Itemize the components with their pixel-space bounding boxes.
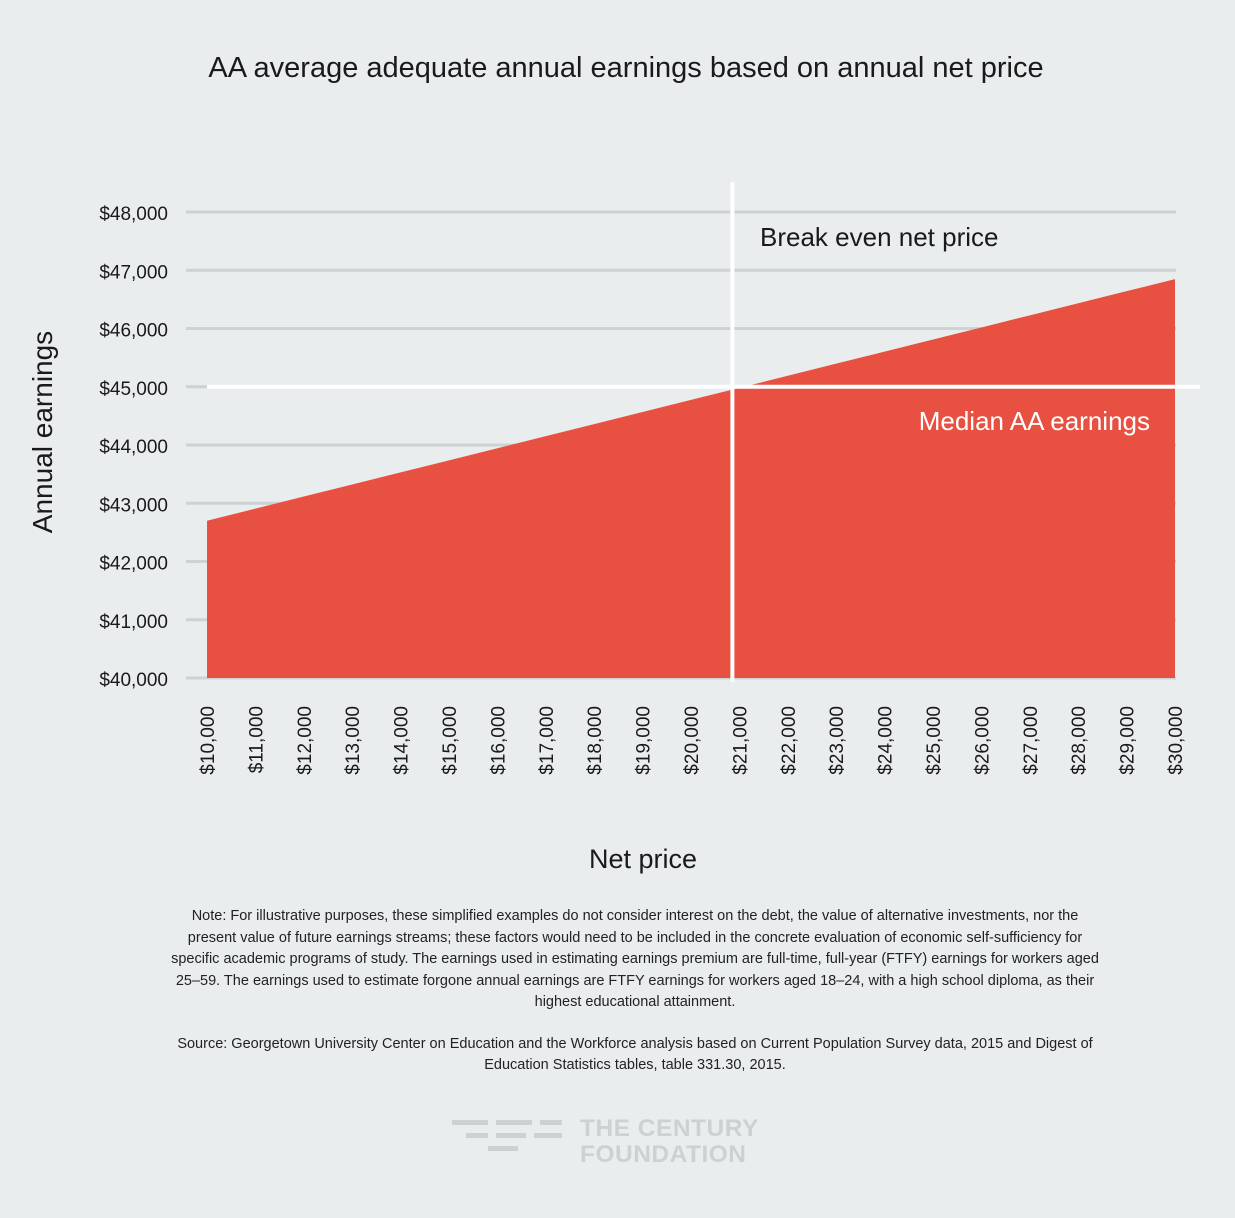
- x-tick-label: $28,000: [1069, 706, 1090, 775]
- chart-svg: $40,000 $41,000 $42,000 $43,000 $44,000 $45,0…: [27, 182, 1200, 874]
- logo-line-2: FOUNDATION: [580, 1141, 747, 1168]
- note-text: Note: For illustrative purposes, these s…: [171, 908, 1099, 1010]
- median-earnings-label: Median AA earnings: [919, 406, 1150, 436]
- x-tick-labels: $10,000 $11,000 $12,000 $13,000 $14,000 $15,0…: [198, 706, 1187, 775]
- x-tick-label: $30,000: [1166, 706, 1187, 775]
- x-tick-label: $13,000: [343, 706, 364, 775]
- century-foundation-logo: THE CENTURY FOUNDATION: [452, 1116, 792, 1172]
- break-even-label: Break even net price: [760, 222, 998, 252]
- logo-bar: [488, 1146, 518, 1151]
- logo-bar: [452, 1120, 488, 1125]
- x-tick-label: $11,000: [246, 706, 267, 773]
- y-tick-label: $43,000: [99, 495, 168, 516]
- logo-bar: [534, 1133, 562, 1138]
- logo-bar: [496, 1120, 532, 1125]
- x-tick-label: $26,000: [972, 706, 993, 775]
- x-tick-label: $21,000: [730, 706, 751, 775]
- y-axis-label: Annual earnings: [27, 331, 58, 533]
- y-tick-label: $46,000: [99, 321, 168, 342]
- x-tick-label: $25,000: [924, 706, 945, 775]
- logo-bar: [496, 1133, 526, 1138]
- x-tick-label: $15,000: [440, 706, 461, 775]
- logo-line-1: THE CENTURY: [580, 1115, 759, 1142]
- y-tick-label: $41,000: [99, 612, 168, 633]
- x-tick-label: $29,000: [1118, 706, 1139, 775]
- x-tick-label: $17,000: [537, 706, 558, 775]
- x-tick-label: $22,000: [779, 706, 800, 775]
- x-tick-label: $16,000: [488, 706, 509, 775]
- y-tick-label: $42,000: [99, 554, 168, 575]
- logo-wordmark: THE CENTURY FOUNDATION: [580, 1116, 759, 1168]
- area-layer: [207, 279, 1175, 678]
- y-tick-label: $48,000: [99, 204, 168, 225]
- x-tick-label: $10,000: [198, 706, 219, 775]
- source-text: Source: Georgetown University Center on …: [177, 1035, 1093, 1074]
- x-tick-label: $27,000: [1021, 706, 1042, 775]
- logo-bar: [540, 1120, 562, 1125]
- y-tick-label: $47,000: [99, 262, 168, 283]
- x-axis-label: Net price: [589, 844, 697, 874]
- chart-title: AA average adequate annual earnings base…: [208, 52, 1044, 84]
- x-tick-label: $18,000: [585, 706, 606, 775]
- x-tick-label: $14,000: [392, 706, 413, 775]
- y-tick-label: $40,000: [99, 670, 168, 691]
- reference-lines: [207, 182, 1200, 682]
- logo-bar: [466, 1133, 488, 1138]
- notes-block: Note: For illustrative purposes, these s…: [170, 906, 1100, 1077]
- y-tick-label: $45,000: [99, 379, 168, 400]
- y-tick-labels: $40,000 $41,000 $42,000 $43,000 $44,000 $45,0…: [99, 204, 168, 691]
- x-tick-label: $23,000: [827, 706, 848, 775]
- x-tick-label: $19,000: [634, 706, 655, 775]
- y-tick-label: $44,000: [99, 437, 168, 458]
- x-tick-label: $12,000: [295, 706, 316, 775]
- x-tick-label: $24,000: [876, 706, 897, 775]
- x-tick-label: $20,000: [682, 706, 703, 775]
- earnings-area: [207, 279, 1175, 678]
